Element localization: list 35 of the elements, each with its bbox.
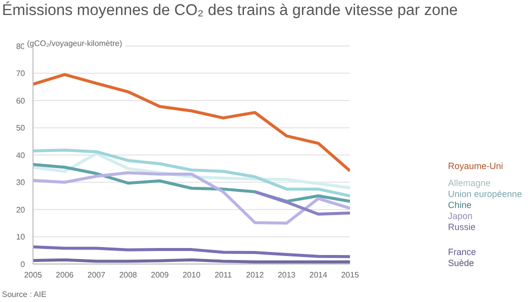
line-series — [253, 190, 350, 216]
x-tick-label: 2007 — [88, 270, 106, 280]
x-tick-label: 2008 — [119, 270, 138, 280]
y-tick-label: 60 — [16, 96, 26, 106]
y-tick-label: 0 — [20, 260, 26, 269]
chart-title: Émissions moyennes de CO₂ des trains à grande vitesse par zone — [2, 2, 458, 20]
x-tick-label: 2011 — [214, 270, 232, 280]
y-tick-label: 30 — [16, 178, 26, 188]
y-tick-label: 20 — [16, 205, 26, 214]
x-tick-label: 2005 — [24, 270, 42, 280]
text: Japon — [448, 210, 473, 222]
y-tick-label: 70 — [16, 69, 26, 78]
x-tick-label: 2010 — [182, 270, 201, 280]
y-tick-label: 40 — [16, 150, 26, 160]
x-tick-label: 2015 — [341, 270, 360, 280]
text: Royaume-Uni — [448, 160, 504, 172]
x-tick-label: 2013 — [278, 270, 296, 280]
line-series — [33, 171, 350, 225]
x-tick-label: 2012 — [246, 270, 264, 280]
x-tick-label: 2009 — [150, 270, 170, 280]
source-note: Source : AIE — [2, 290, 46, 299]
y-axis-title: (gCO₂/voyageur-kilomètre) — [24, 39, 126, 48]
text: Union européenne — [448, 188, 522, 200]
text: Allemagne — [448, 178, 491, 189]
y-tick-label: 10 — [16, 232, 26, 242]
line-series — [33, 245, 350, 258]
text: France — [448, 246, 476, 258]
text: Russie — [448, 222, 476, 233]
line-series — [33, 73, 350, 172]
x-tick-label: 2014 — [309, 270, 328, 280]
text: Suède — [448, 258, 474, 269]
text: Chine — [448, 200, 472, 211]
y-tick-label: 50 — [16, 124, 26, 133]
line-series — [33, 148, 350, 198]
x-tick-label: 2006 — [56, 270, 74, 280]
